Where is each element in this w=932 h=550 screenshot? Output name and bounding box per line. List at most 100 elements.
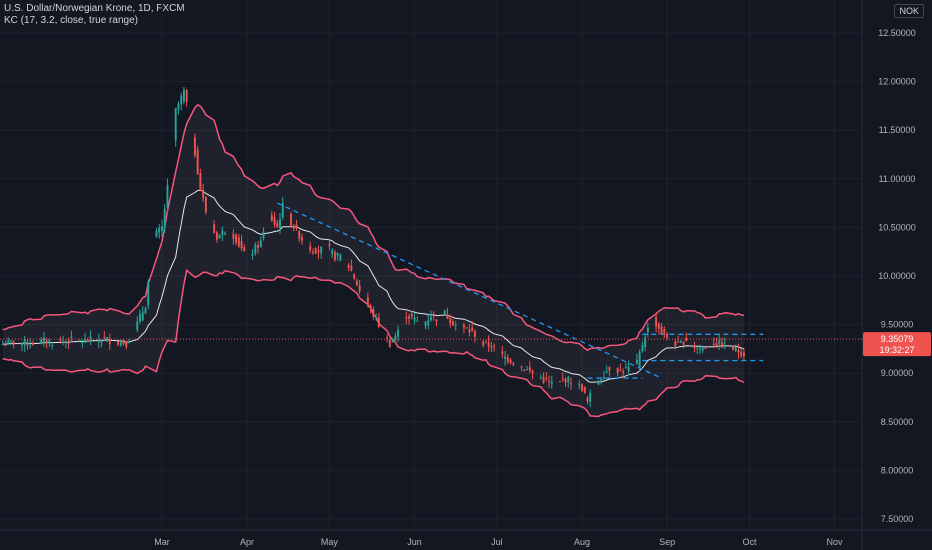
candle-body — [397, 330, 400, 337]
candle-body — [185, 90, 188, 103]
candle-body — [641, 345, 644, 351]
candle-body — [240, 241, 243, 249]
candle-body — [663, 329, 666, 333]
candle-body — [410, 313, 413, 317]
candle-body — [506, 357, 509, 362]
candle-body — [64, 341, 67, 344]
candle-body — [237, 237, 240, 247]
candle-body — [251, 253, 254, 256]
candle-body — [660, 326, 663, 334]
candle-body — [465, 327, 468, 329]
candle-body — [10, 340, 12, 343]
y-tick-label: 9.00000 — [881, 368, 914, 378]
candle-body — [548, 380, 551, 382]
candle-body — [243, 247, 246, 252]
candle-body — [597, 380, 600, 385]
candle-body — [70, 336, 73, 338]
candle-body — [218, 234, 221, 239]
candle-body — [377, 317, 380, 327]
candle-body — [42, 337, 45, 344]
candle-body — [424, 321, 427, 326]
candle-body — [427, 320, 430, 326]
candle-body — [193, 137, 196, 156]
candle-body — [166, 185, 169, 208]
candle-body — [339, 254, 342, 261]
y-tick-label: 12.50000 — [878, 28, 916, 38]
y-tick-label: 8.50000 — [881, 417, 914, 427]
candle-body — [490, 346, 493, 349]
y-tick-label: 7.50000 — [881, 514, 914, 524]
candle-body — [84, 339, 87, 343]
y-tick-label: 11.50000 — [879, 125, 916, 135]
candle-body — [712, 343, 715, 345]
candle-body — [336, 253, 339, 256]
candle-body — [559, 381, 561, 383]
candle-body — [347, 264, 350, 268]
candle-body — [141, 312, 144, 321]
candle-body — [117, 341, 120, 345]
candle-body — [276, 222, 279, 228]
y-tick-label: 9.50000 — [881, 320, 914, 330]
candle-body — [232, 234, 235, 239]
candle-body — [627, 366, 630, 372]
x-tick-label: Sep — [659, 537, 675, 547]
candle-body — [279, 219, 281, 229]
x-tick-label: Nov — [827, 537, 844, 547]
candle-body — [509, 359, 512, 363]
candle-body — [432, 313, 435, 315]
candle-body — [493, 345, 496, 347]
x-tick-label: Oct — [742, 537, 757, 547]
candle-body — [696, 347, 699, 349]
candle-body — [298, 231, 301, 239]
candle-body — [586, 398, 589, 402]
candle-body — [204, 197, 207, 213]
candle-body — [386, 337, 389, 339]
candle-body — [147, 281, 150, 306]
candle-body — [685, 337, 688, 341]
candle-body — [202, 190, 205, 198]
y-tick-label: 10.00000 — [878, 271, 916, 281]
candle-body — [679, 341, 682, 343]
candle-body — [622, 371, 625, 373]
candle-body — [564, 378, 567, 383]
candle-body — [235, 234, 238, 243]
x-tick-label: Jun — [407, 537, 422, 547]
candle-body — [106, 337, 109, 342]
candle-body — [221, 230, 224, 236]
candle-body — [704, 347, 707, 349]
y-tick-label: 12.00000 — [878, 77, 916, 87]
candle-body — [290, 214, 292, 226]
candle-body — [701, 348, 704, 351]
candle-body — [471, 327, 474, 331]
y-tick-label: 10.50000 — [878, 222, 916, 232]
candle-body — [452, 321, 454, 326]
candle-body — [177, 103, 180, 110]
candle-body — [430, 316, 432, 321]
candle-body — [196, 149, 199, 175]
candle-body — [270, 215, 273, 221]
kc-fill — [2, 104, 744, 417]
x-tick-label: Jul — [491, 537, 503, 547]
candle-body — [182, 89, 185, 102]
trendlines — [276, 202, 764, 379]
candle-body — [721, 342, 723, 348]
candle-body — [523, 370, 526, 372]
candle-body — [139, 313, 141, 322]
candle-body — [262, 231, 265, 239]
candle-body — [468, 329, 471, 333]
candle-body — [21, 342, 23, 345]
currency-button[interactable]: NOK — [894, 4, 924, 18]
trendline[interactable] — [276, 202, 662, 379]
candle-body — [122, 340, 125, 345]
candle-body — [103, 336, 106, 338]
candle-body — [1, 344, 4, 346]
symbol-title: U.S. Dollar/Norwegian Krone, 1D, FXCM — [4, 3, 185, 14]
candle-body — [144, 308, 147, 314]
candle-body — [155, 230, 158, 237]
candle-body — [388, 339, 391, 348]
candle-body — [48, 340, 51, 345]
candle-body — [174, 108, 177, 141]
candle-body — [259, 240, 262, 247]
